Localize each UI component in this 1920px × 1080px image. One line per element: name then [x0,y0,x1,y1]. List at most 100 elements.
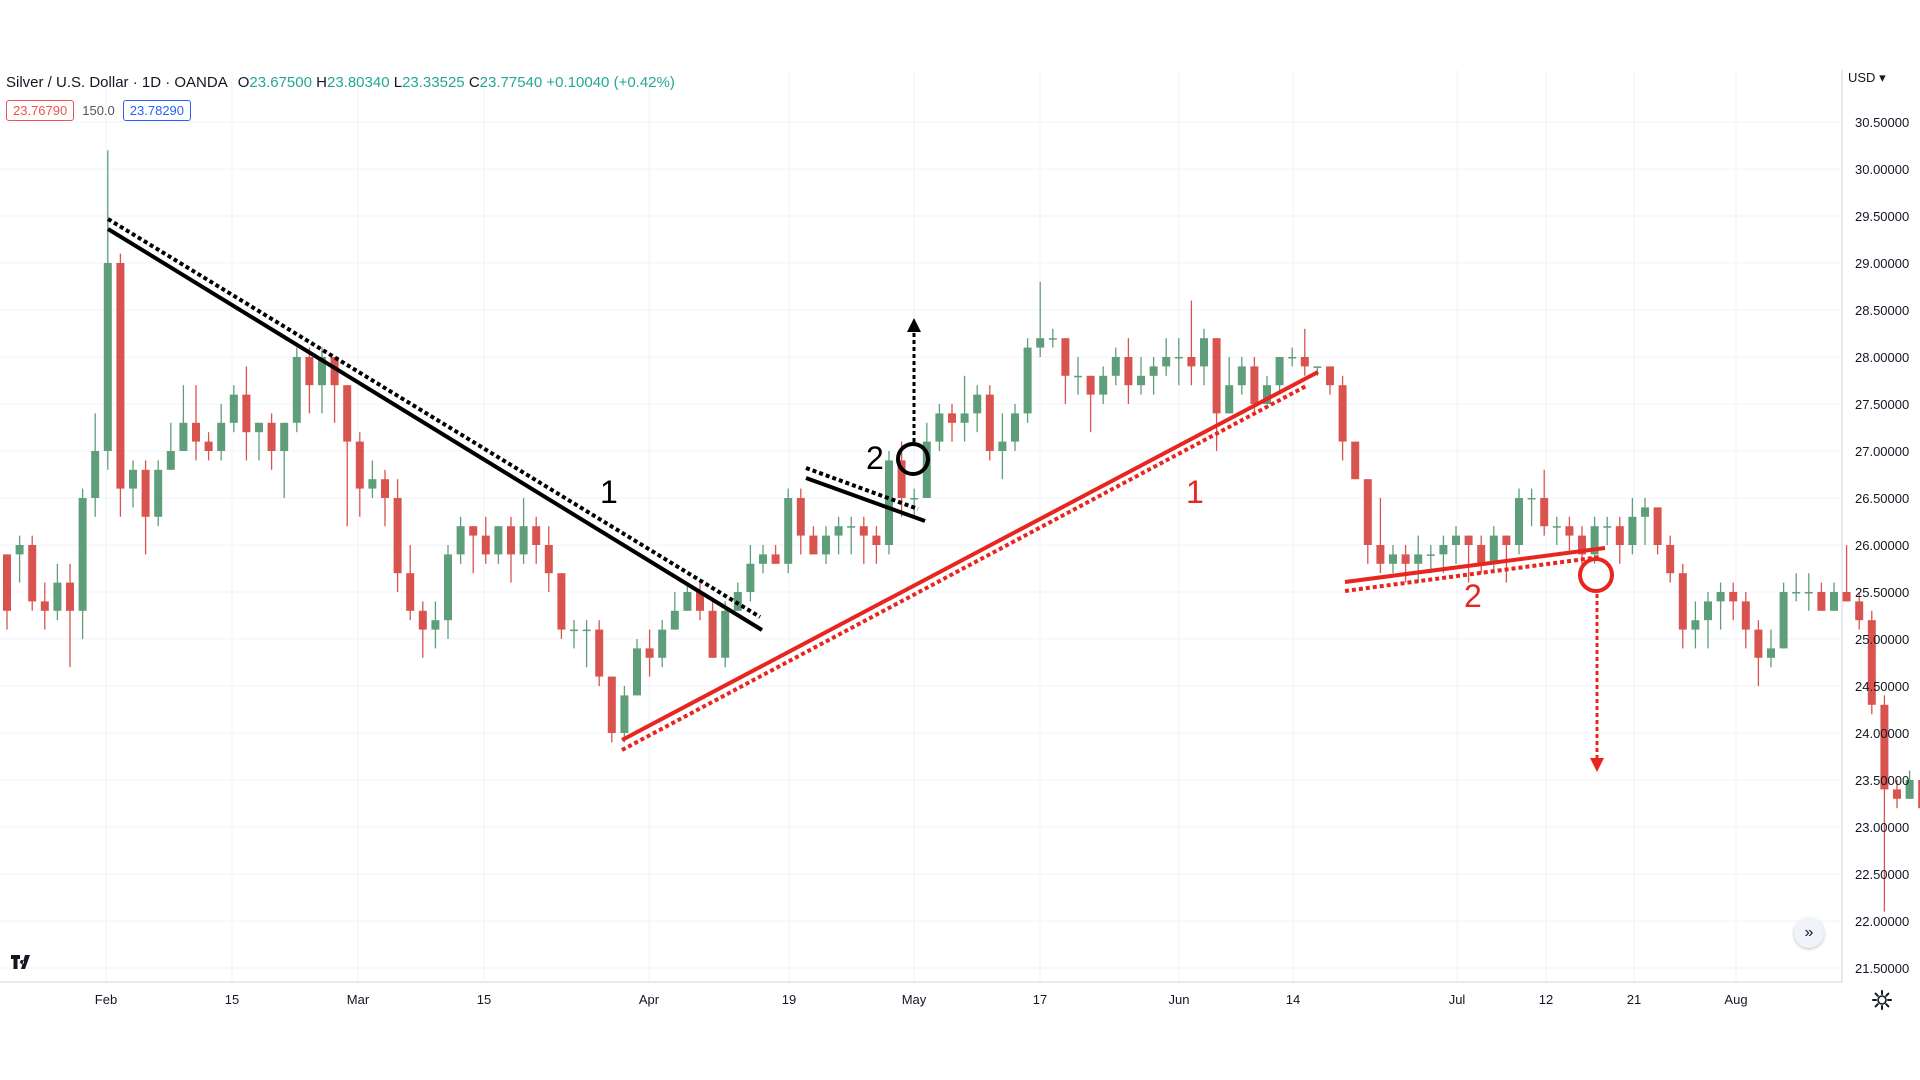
price-tick-label: 22.00000 [1855,914,1909,929]
candle-body [809,535,818,555]
candle-body [166,451,175,470]
candle [166,422,175,470]
candle-body [1552,526,1561,528]
red-breakdown-circle[interactable] [1578,557,1614,593]
candle [1615,516,1624,564]
candle [1704,592,1712,649]
candle-body [469,526,478,536]
candle [1893,780,1901,809]
candle [469,526,478,574]
candle [532,516,541,564]
red-trendline-1-solid[interactable] [621,370,1319,742]
close-label: C [468,74,480,91]
candle [53,563,62,621]
red-trendline-2-dotted[interactable] [1344,555,1601,593]
candle [1363,479,1372,564]
black-trendline-1-solid[interactable] [106,227,764,632]
price-tick-label: 29.00000 [1855,256,1909,271]
candle [1300,328,1309,376]
black-trendline-1-dotted[interactable] [106,217,762,619]
candle-body [1565,526,1574,536]
candle [204,432,213,461]
candle [116,253,125,517]
candle [771,545,780,564]
candle [1048,328,1057,348]
candle [381,469,389,527]
candle [1628,498,1637,555]
candle-body [1036,338,1045,348]
candle-body [1918,780,1920,809]
price-tick-label: 30.50000 [1855,115,1909,130]
black-trendline-2-dotted[interactable] [805,466,919,511]
candle [1376,498,1385,574]
candle-body [847,526,856,528]
candle-body [116,263,125,489]
candle-body [15,545,24,555]
candle [1880,695,1889,912]
price-tick-label: 28.00000 [1855,350,1909,365]
tradingview-logo-icon[interactable] [8,948,38,976]
candle [796,488,805,555]
candle [1552,516,1561,545]
candle-body [822,535,830,555]
high-label: H [316,74,327,91]
time-tick-label: Mar [347,992,370,1007]
symbol-title[interactable]: Silver / U.S. Dollar · 1D · OANDA [6,74,228,91]
candle-body [721,610,730,658]
candle-body [1578,535,1586,555]
candle-body [1477,545,1486,564]
black-label-1: 1 [600,474,618,510]
candle-body [1842,592,1851,602]
candle [1855,592,1864,630]
time-tick-label: 14 [1286,992,1300,1007]
currency-selector[interactable]: USD ▾ [1848,70,1886,86]
candle-body [255,422,263,433]
candle [255,422,263,461]
drawings-layer[interactable]: 1 2 1 2 [106,217,1614,772]
black-label-2: 2 [866,440,884,476]
candle [544,526,553,592]
sell-price-button[interactable]: 23.76790 [6,100,75,121]
red-trendline-1-dotted[interactable] [621,383,1309,752]
candle [103,150,112,470]
candlestick-series [3,150,1920,912]
time-tick-label: Apr [639,992,660,1007]
candle-body [1250,366,1259,404]
black-breakout-circle[interactable] [896,442,930,476]
chart-settings-button[interactable] [1870,988,1894,1012]
scroll-to-realtime-button[interactable]: » [1794,918,1824,948]
time-tick-label: Jun [1169,992,1190,1007]
candle-body [66,582,74,611]
candle [1124,338,1133,404]
price-axis[interactable]: 30.50000 30.00000 29.50000 29.00000 28.50000… [1855,115,1909,976]
candle [1426,545,1435,574]
candle-body [292,357,301,423]
candle-body [784,498,793,564]
candle-body [494,526,503,555]
candle-body [1678,573,1687,630]
candle-body [1729,592,1738,602]
buy-price-button[interactable]: 23.78290 [122,100,192,121]
candle-body [1540,498,1549,527]
red-trendline-2-solid[interactable] [1344,546,1606,584]
candle [985,385,994,461]
candle-body [1338,385,1347,442]
time-tick-label: Aug [1724,992,1747,1007]
candle-body [859,526,868,536]
candle [66,563,74,668]
candle [696,582,704,621]
candle [28,535,37,611]
candle-body [179,422,188,451]
time-tick-label: 19 [782,992,796,1007]
candle [645,629,654,677]
candle-body [1389,554,1397,564]
time-axis[interactable]: Feb 15 Mar 15 Apr 19 May 17 Jun 14 Jul 12 21 Aug [95,992,1748,1007]
candle [1074,357,1082,395]
candle [519,498,528,564]
grid-lines [0,70,1842,982]
black-trendline-2-solid[interactable] [805,476,926,523]
candle-body [343,385,352,442]
candle-body [381,479,389,498]
candle-body [1641,507,1649,517]
